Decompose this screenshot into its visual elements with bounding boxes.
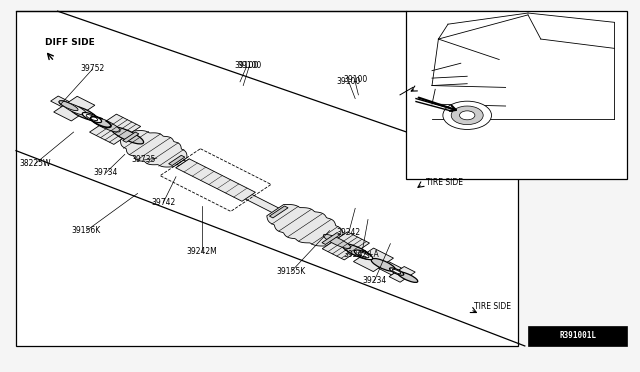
Polygon shape — [123, 132, 139, 142]
Ellipse shape — [355, 250, 372, 260]
Circle shape — [443, 101, 492, 129]
Text: 39242+A: 39242+A — [344, 250, 380, 259]
Polygon shape — [322, 232, 340, 244]
Ellipse shape — [358, 252, 369, 258]
Polygon shape — [54, 96, 95, 121]
Ellipse shape — [59, 101, 78, 110]
Text: 39242: 39242 — [337, 228, 361, 237]
Text: 39155K: 39155K — [276, 267, 306, 276]
Text: 39100: 39100 — [343, 76, 367, 84]
Ellipse shape — [86, 115, 98, 121]
Text: 39742: 39742 — [151, 198, 175, 207]
Text: 39100: 39100 — [337, 77, 361, 86]
Text: 39752: 39752 — [81, 64, 105, 73]
Ellipse shape — [397, 272, 418, 282]
Text: 39100: 39100 — [237, 61, 262, 70]
Text: 39100: 39100 — [234, 61, 259, 70]
Circle shape — [451, 106, 483, 125]
Ellipse shape — [83, 112, 102, 123]
Ellipse shape — [59, 101, 72, 108]
Text: TIRE SIDE: TIRE SIDE — [474, 302, 511, 311]
Bar — [528, 326, 627, 346]
Ellipse shape — [390, 268, 404, 275]
Polygon shape — [177, 160, 376, 262]
Text: 39234: 39234 — [362, 276, 387, 285]
Text: TIRE SIDE: TIRE SIDE — [426, 178, 463, 187]
Text: 39242M: 39242M — [186, 247, 217, 256]
Polygon shape — [120, 131, 187, 167]
Ellipse shape — [111, 127, 143, 144]
Ellipse shape — [90, 116, 120, 132]
Polygon shape — [267, 205, 343, 246]
Text: DIFF SIDE: DIFF SIDE — [45, 38, 95, 47]
Bar — [16, 11, 518, 346]
Polygon shape — [90, 114, 141, 144]
Polygon shape — [353, 248, 394, 272]
Ellipse shape — [62, 102, 86, 115]
Polygon shape — [51, 96, 69, 107]
Polygon shape — [169, 155, 185, 166]
Polygon shape — [176, 159, 255, 201]
Circle shape — [460, 111, 475, 120]
Polygon shape — [378, 262, 402, 275]
Text: R391001L: R391001L — [559, 331, 596, 340]
Polygon shape — [389, 266, 415, 282]
Text: 39734: 39734 — [93, 169, 118, 177]
Ellipse shape — [69, 106, 97, 121]
Text: 38225W: 38225W — [19, 159, 51, 168]
Ellipse shape — [392, 269, 401, 274]
Bar — [406, 11, 627, 179]
Text: 39156K: 39156K — [72, 226, 101, 235]
Polygon shape — [322, 232, 369, 260]
Ellipse shape — [323, 234, 351, 248]
Ellipse shape — [342, 244, 372, 259]
Text: 39735: 39735 — [132, 155, 156, 164]
Polygon shape — [269, 206, 288, 218]
Ellipse shape — [371, 259, 396, 271]
